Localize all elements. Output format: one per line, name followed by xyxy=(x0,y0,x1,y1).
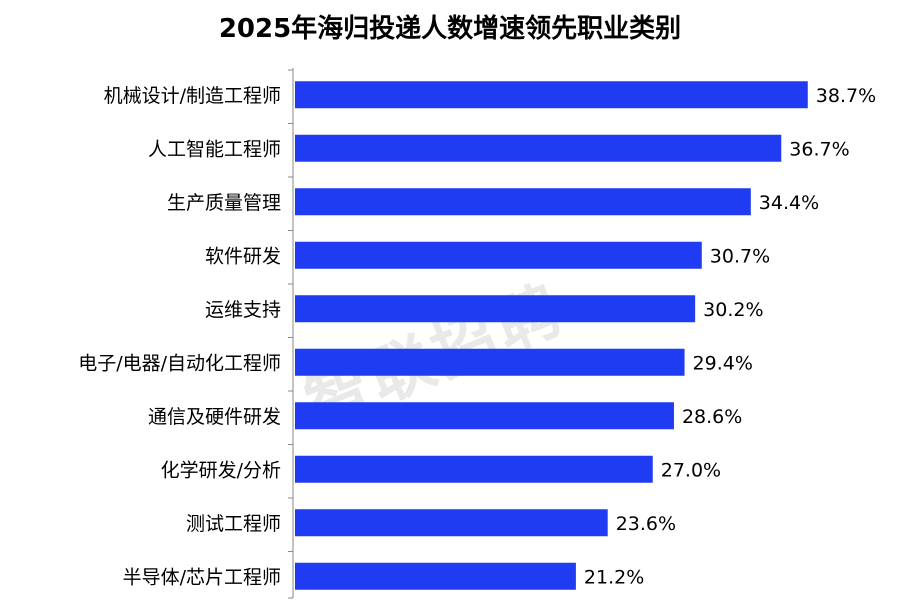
category-label: 机械设计/制造工程师 xyxy=(104,85,281,107)
value-label: 29.4% xyxy=(693,352,753,374)
value-label: 28.6% xyxy=(682,406,742,428)
category-label: 电子/电器/自动化工程师 xyxy=(78,352,281,374)
category-label: 软件研发 xyxy=(205,245,281,267)
value-label: 21.2% xyxy=(584,566,644,588)
category-label: 运维支持 xyxy=(205,299,281,321)
bar xyxy=(295,402,674,430)
bar xyxy=(295,241,702,269)
bar xyxy=(295,348,685,376)
chart-title: 2025年海归投递人数增速领先职业类别 xyxy=(218,14,682,44)
bar xyxy=(295,295,696,323)
category-label: 人工智能工程师 xyxy=(148,138,281,160)
category-label: 生产质量管理 xyxy=(167,192,281,214)
value-label: 30.7% xyxy=(710,245,770,267)
bar xyxy=(295,455,653,483)
bar xyxy=(295,188,751,216)
category-label: 通信及硬件研发 xyxy=(148,406,281,428)
category-label: 测试工程师 xyxy=(186,513,281,535)
category-label: 化学研发/分析 xyxy=(161,459,281,481)
bar xyxy=(295,509,608,537)
category-label: 半导体/芯片工程师 xyxy=(123,566,281,588)
value-label: 34.4% xyxy=(759,192,819,214)
bar xyxy=(295,134,782,162)
value-label: 27.0% xyxy=(661,459,721,481)
bar xyxy=(295,81,808,109)
bar xyxy=(295,562,576,590)
value-label: 36.7% xyxy=(789,138,849,160)
value-label: 38.7% xyxy=(816,85,876,107)
value-label: 30.2% xyxy=(703,299,763,321)
value-label: 23.6% xyxy=(616,513,676,535)
